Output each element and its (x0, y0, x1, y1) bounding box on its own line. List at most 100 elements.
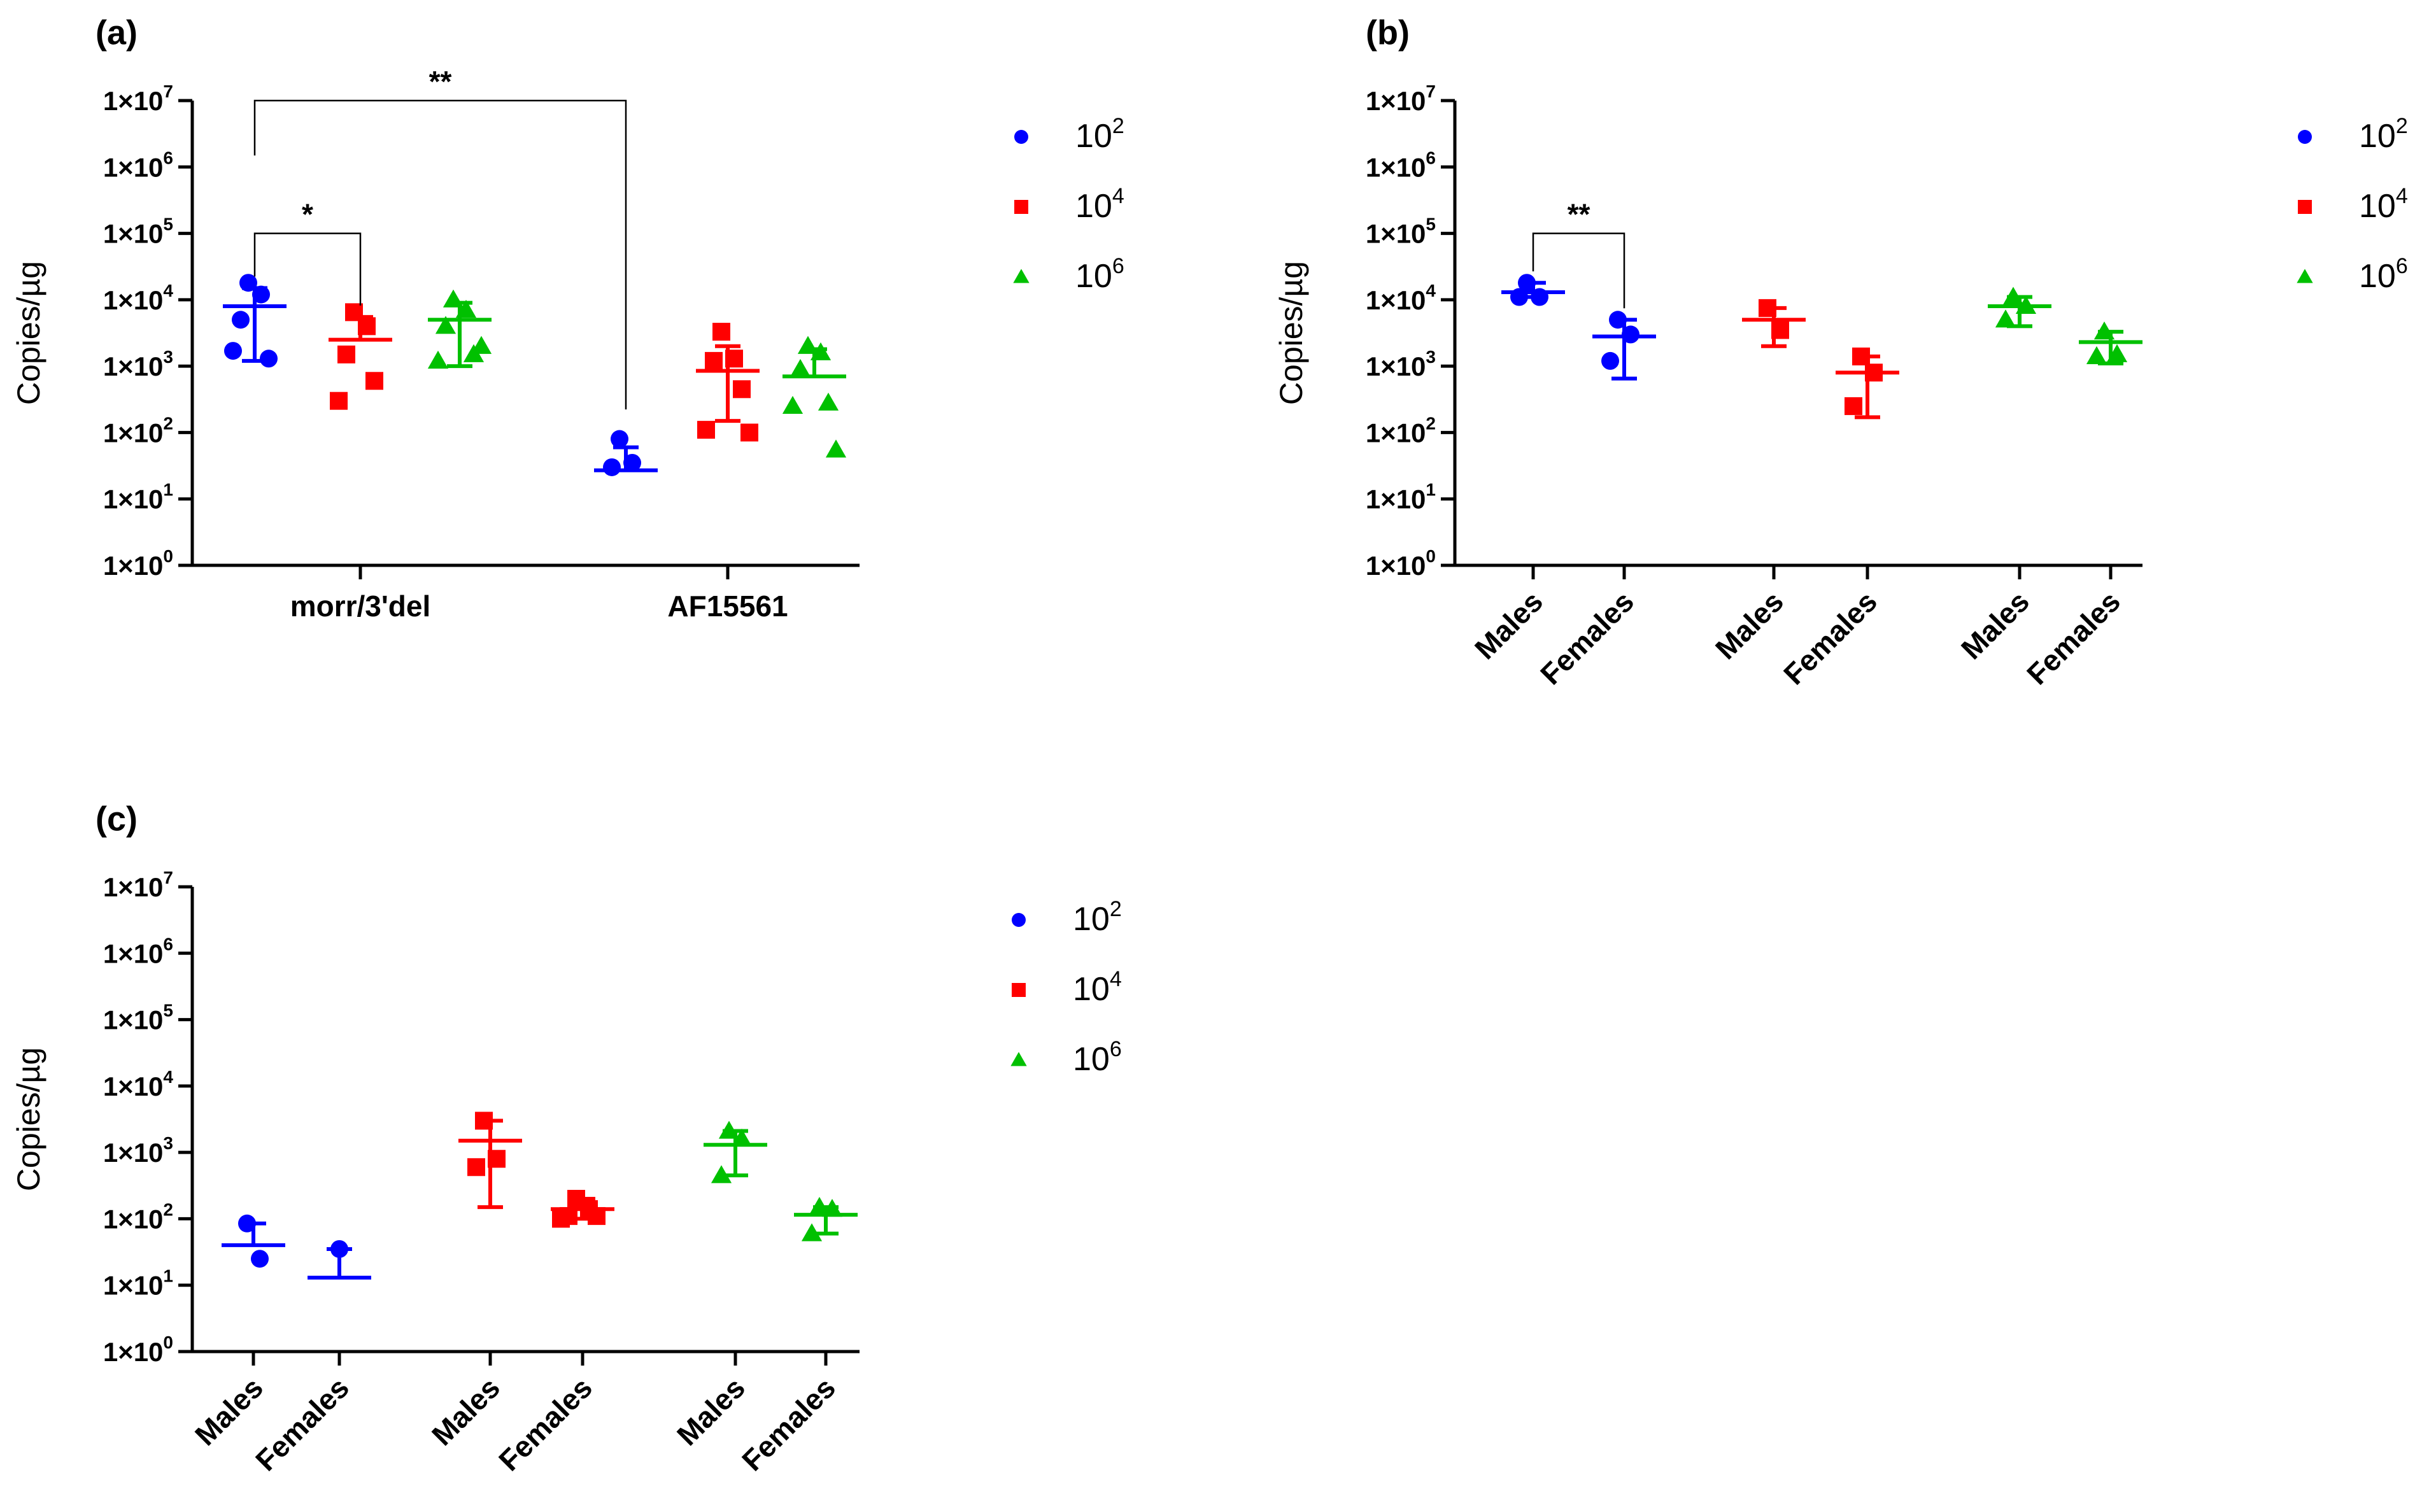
y-tick-exponent: 5 (163, 215, 173, 234)
data-point (611, 430, 628, 448)
data-point (435, 316, 457, 334)
significance-label: * (302, 198, 313, 231)
data-point (224, 342, 242, 360)
y-tick-base: 1×10 (103, 551, 164, 581)
y-tick-label: 1×101 (103, 1266, 173, 1301)
y-tick-label: 1×107 (1366, 81, 1436, 116)
data-point (467, 1158, 485, 1176)
legend-label-exponent: 4 (2396, 184, 2408, 208)
y-tick-label: 1×101 (1366, 480, 1436, 514)
y-tick-label: 1×102 (103, 414, 173, 448)
legend-label-base: 10 (1073, 971, 1110, 1008)
y-tick-base: 1×10 (103, 152, 164, 182)
y-tick-base: 1×10 (1366, 285, 1426, 315)
y-tick-exponent: 0 (163, 546, 173, 566)
y-tick-exponent: 1 (163, 480, 173, 500)
panel-letter: (c) (96, 800, 138, 838)
data-group (2079, 321, 2142, 365)
x-tick-label: morr/3'del (290, 590, 431, 623)
data-point (825, 439, 847, 458)
data-point (1845, 397, 1862, 415)
data-group (704, 1120, 767, 1183)
data-group (782, 336, 847, 458)
legend-label-exponent: 4 (1110, 967, 1122, 991)
data-point (232, 311, 250, 329)
y-tick-label: 1×103 (103, 348, 173, 382)
x-tick-label: Females (492, 1371, 598, 1477)
significance-bracket (253, 99, 627, 410)
y-axis-label: Copies/µg (11, 261, 46, 405)
data-group (696, 323, 760, 442)
legend-label: 106 (1073, 1037, 1122, 1078)
y-tick-label: 1×103 (1366, 348, 1436, 382)
legend-label-base: 10 (1073, 901, 1110, 938)
y-tick-label: 1×100 (103, 546, 173, 581)
significance-label: ** (1568, 198, 1590, 231)
y-tick-label: 1×107 (103, 868, 173, 902)
x-tick-label: Females (735, 1371, 842, 1477)
legend-label-base: 10 (2359, 188, 2396, 225)
data-point (740, 423, 758, 442)
y-tick-exponent: 5 (1426, 215, 1436, 234)
data-point (337, 345, 355, 364)
data-group (1742, 299, 1806, 348)
y-tick-exponent: 6 (163, 935, 173, 954)
legend-label: 102 (2359, 114, 2408, 155)
y-tick-label: 1×100 (103, 1332, 173, 1367)
y-tick-label: 1×100 (1366, 546, 1436, 581)
legend-marker (1013, 269, 1030, 283)
x-tick-label: Males (425, 1371, 506, 1452)
data-group (1501, 274, 1565, 306)
x-tick-label: Females (2020, 584, 2127, 691)
data-point (711, 1165, 732, 1183)
y-tick-label: 1×104 (103, 281, 174, 315)
significance-bracket (1532, 232, 1625, 309)
y-tick-exponent: 2 (163, 1200, 173, 1220)
y-tick-exponent: 0 (163, 1332, 173, 1352)
data-group (1988, 286, 2051, 329)
legend-label-base: 10 (1075, 118, 1112, 155)
legend-label: 102 (1075, 114, 1124, 155)
data-point (603, 458, 621, 476)
y-tick-exponent: 4 (163, 1067, 173, 1087)
y-tick-exponent: 6 (1426, 148, 1436, 168)
legend-label-exponent: 6 (1110, 1037, 1122, 1061)
data-point (712, 323, 730, 341)
data-point (697, 421, 715, 439)
data-point (552, 1210, 570, 1228)
panel-c: (c)1×1001×1011×1021×1031×1041×1051×1061×… (11, 800, 1122, 1477)
panel-b: (b)1×1001×1011×1021×1031×1041×1051×1061×… (1273, 13, 2408, 691)
legend-marker (1010, 1052, 1027, 1066)
x-tick-label: Females (249, 1371, 355, 1477)
y-tick-exponent: 3 (163, 348, 173, 367)
y-tick-label: 1×106 (103, 935, 173, 969)
y-tick-exponent: 6 (163, 148, 173, 168)
data-point (251, 1250, 269, 1268)
y-tick-label: 1×102 (1366, 414, 1436, 448)
y-tick-base: 1×10 (103, 872, 164, 902)
legend-label-exponent: 2 (1110, 897, 1122, 921)
legend-label: 104 (1075, 184, 1124, 225)
data-group (308, 1240, 371, 1280)
y-tick-base: 1×10 (103, 484, 164, 514)
y-tick-exponent: 4 (1426, 281, 1436, 300)
y-tick-base: 1×10 (103, 938, 164, 968)
panel-letter: (b) (1366, 13, 1410, 52)
y-tick-exponent: 7 (1426, 81, 1436, 101)
y-tick-base: 1×10 (1366, 418, 1426, 448)
data-point (705, 351, 723, 370)
y-tick-exponent: 7 (163, 81, 173, 101)
panel-a: (a)1×1001×1011×1021×1031×1041×1051×1061×… (11, 13, 1124, 623)
y-tick-exponent: 2 (1426, 414, 1436, 434)
y-tick-base: 1×10 (103, 1071, 164, 1101)
legend-label-base: 10 (2359, 258, 2396, 295)
data-point (260, 350, 278, 368)
y-tick-label: 1×104 (1366, 281, 1436, 315)
x-tick-label: Males (188, 1371, 269, 1452)
y-tick-base: 1×10 (103, 1271, 164, 1301)
legend-marker (2298, 200, 2312, 214)
y-tick-exponent: 3 (1426, 348, 1436, 367)
